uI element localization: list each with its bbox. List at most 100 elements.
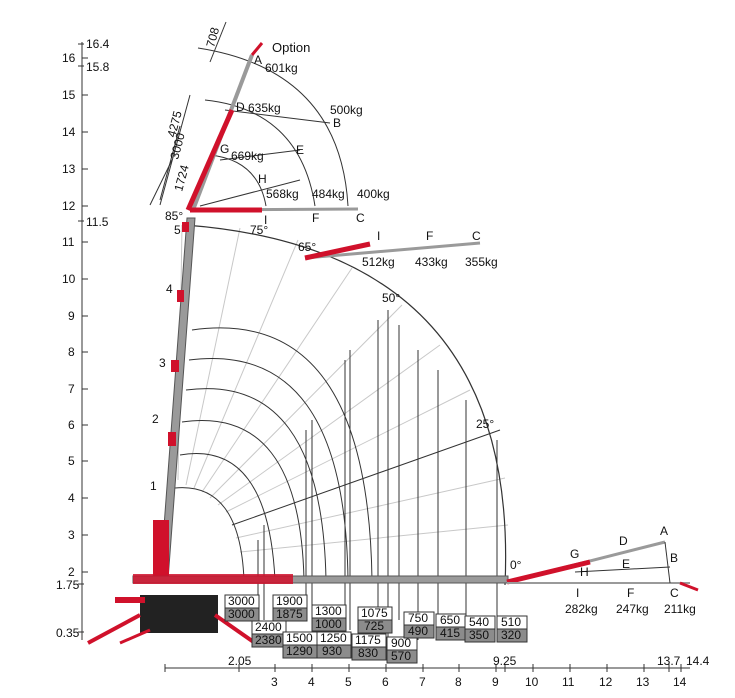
- jib85-point-C: C: [356, 211, 365, 225]
- jib0-point-C: C: [670, 586, 679, 600]
- dim-4275: 4275: [164, 109, 185, 139]
- jib-85: [185, 42, 359, 213]
- cap-box-4-top: 1300: [315, 604, 342, 618]
- jib0-point-F: F: [627, 586, 634, 600]
- cap-box-12-top: 510: [501, 615, 521, 629]
- y-label-15-8: 15.8: [86, 60, 110, 74]
- section-3: 3: [159, 356, 166, 370]
- section-1: 1: [150, 479, 157, 493]
- x-tick-6: 6: [382, 675, 389, 689]
- cap-box-12-bottom: 320: [501, 628, 521, 642]
- x-tick-5: 5: [345, 675, 352, 689]
- x-tick-12: 12: [599, 675, 613, 689]
- working-range-grid: [174, 224, 509, 640]
- jib65-point-I: I: [377, 229, 380, 243]
- jib85-load-F: 484kg: [312, 187, 345, 201]
- dimension-lines: [149, 21, 227, 206]
- jib0-point-A: A: [660, 524, 668, 538]
- cap-box-2-bottom: 1875: [276, 607, 303, 621]
- cap-box-6-top: 1075: [361, 606, 388, 620]
- cap-box-9-top: 750: [408, 611, 428, 625]
- angle-65: 65°: [298, 240, 316, 254]
- jib65-load-I: 512kg: [362, 255, 395, 269]
- main-boom: [153, 217, 196, 581]
- jib85-load-B: 500kg: [330, 103, 363, 117]
- option-label: Option: [272, 40, 310, 55]
- cap-box-11-bottom: 350: [469, 628, 489, 642]
- cap-box-11-top: 540: [469, 615, 489, 629]
- cap-box-10-bottom: 415: [440, 626, 460, 640]
- y-tick-15: 15: [62, 88, 76, 102]
- x-tick-4: 4: [308, 675, 315, 689]
- jib65-point-C: C: [472, 229, 481, 243]
- jib85-point-D: D: [236, 100, 245, 114]
- y-tick-6: 6: [68, 418, 75, 432]
- dim-1724: 1724: [171, 163, 192, 193]
- y-label-16-4: 16.4: [86, 37, 110, 51]
- y-tick-16: 16: [62, 51, 76, 65]
- y-tick-11: 11: [62, 235, 75, 249]
- jib85-load-A: 601kg: [265, 61, 298, 75]
- y-tick-7: 7: [68, 382, 75, 396]
- jib0-point-H: H: [580, 565, 589, 579]
- cap-box-10-top: 650: [440, 613, 460, 627]
- jib0-point-G: G: [570, 547, 579, 561]
- section-2: 2: [152, 412, 159, 426]
- cap-box-1-bottom: 2380: [255, 633, 282, 647]
- y-tick-4: 4: [68, 491, 75, 505]
- jib65-load-F: 433kg: [415, 255, 448, 269]
- cap-box-7-bottom: 830: [358, 646, 378, 660]
- cap-box-2-top: 1900: [276, 594, 303, 608]
- section-5: 5: [174, 223, 181, 237]
- cap-box-9-bottom: 490: [408, 624, 428, 638]
- jib0-point-D: D: [619, 534, 628, 548]
- angle-25: 25°: [476, 417, 494, 431]
- angle-75: 75°: [250, 223, 268, 237]
- jib85-point-B: B: [333, 116, 341, 130]
- crane-base: [87, 595, 257, 645]
- section-4: 4: [166, 282, 173, 296]
- x-tick-3: 3: [271, 675, 278, 689]
- jib0-load-C: 211kg: [664, 602, 696, 616]
- y-tick-12: 12: [62, 199, 76, 213]
- capacity-boxes: 3000 3000 2400 2380 1900 1875 1500 1290 …: [224, 594, 528, 664]
- jib85-load-D: 635kg: [248, 101, 281, 115]
- cap-box-4-bottom: 1000: [315, 617, 342, 631]
- cap-box-3-top: 1500: [286, 631, 313, 645]
- y-tick-2: 2: [68, 565, 75, 579]
- jib0-point-E: E: [622, 557, 630, 571]
- x-axis: 3 4 5 6 7 8 9 10 11 12 13 14 2.05 9.25 1…: [164, 654, 710, 689]
- jib65-point-F: F: [426, 229, 433, 243]
- jib-65: [304, 241, 481, 261]
- y-axis: 2 3 4 5 6 7 8 9 10 11 12 13 14 15 16 16.…: [56, 37, 110, 640]
- cap-box-0-bottom: 3000: [228, 607, 255, 621]
- cap-box-0-top: 3000: [228, 594, 255, 608]
- jib85-point-E: E: [296, 143, 304, 157]
- x-tick-13: 13: [636, 675, 650, 689]
- cap-box-8-bottom: 570: [391, 649, 411, 663]
- angle-0: 0°: [510, 558, 522, 572]
- jib85-load-I: 568kg: [266, 187, 299, 201]
- x-tick-11: 11: [562, 675, 575, 689]
- jib0-point-B: B: [670, 551, 678, 565]
- x-label-13-7: 13.7: [657, 654, 681, 668]
- y-label-11-5: 11.5: [86, 215, 109, 229]
- x-tick-9: 9: [492, 675, 499, 689]
- y-tick-5: 5: [68, 454, 75, 468]
- y-tick-3: 3: [68, 528, 75, 542]
- y-tick-10: 10: [62, 272, 76, 286]
- jib-0: [506, 540, 699, 592]
- jib85-point-I: I: [264, 213, 267, 227]
- jib85-point-G: G: [220, 142, 229, 156]
- dim-3000: 3000: [167, 131, 188, 161]
- x-tick-14: 14: [673, 675, 687, 689]
- y-label-1-75: 1.75: [56, 578, 80, 592]
- cap-box-3-bottom: 1290: [286, 644, 313, 658]
- jib0-point-I: I: [576, 586, 579, 600]
- cap-box-7-top: 1175: [355, 633, 381, 647]
- jib85-point-H: H: [258, 172, 267, 186]
- y-tick-9: 9: [68, 309, 75, 323]
- y-tick-14: 14: [62, 125, 76, 139]
- x-label-9-25: 9.25: [493, 654, 517, 668]
